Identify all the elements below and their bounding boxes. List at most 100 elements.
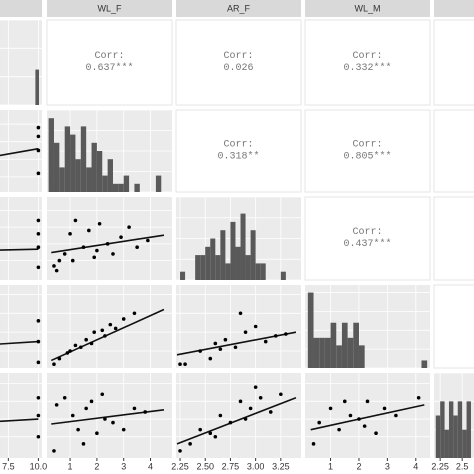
x-tick-label: 7.5 [2, 461, 15, 471]
point [228, 420, 233, 425]
strip-label: AR_F [227, 3, 251, 13]
histogram-bar [230, 221, 236, 280]
histogram-bar [250, 230, 256, 280]
point [284, 332, 288, 336]
histogram-bar [64, 126, 71, 192]
point [243, 417, 248, 421]
point [121, 317, 126, 321]
point [68, 349, 72, 353]
point [84, 337, 88, 342]
point [238, 399, 243, 404]
panel [433, 19, 474, 106]
histogram-bar [53, 142, 60, 192]
histogram-bar [245, 255, 251, 280]
fit-line [176, 397, 297, 445]
point [105, 242, 110, 246]
histogram-bar [435, 415, 441, 458]
point [357, 417, 361, 421]
point [62, 252, 67, 256]
x-tick-label: 4 [148, 461, 153, 471]
x-tick-label: 3.00 [247, 461, 265, 471]
point [57, 258, 62, 263]
panel [0, 197, 42, 280]
panel [46, 19, 173, 106]
panel [176, 373, 301, 458]
point [394, 413, 398, 418]
corr-label: Corr: [94, 51, 124, 62]
point [65, 351, 70, 355]
histogram-bar [96, 151, 103, 192]
panel [175, 109, 302, 193]
point [89, 399, 94, 404]
histogram-bar [220, 230, 226, 280]
point [92, 330, 97, 334]
point [36, 319, 41, 323]
histogram-bar [70, 134, 76, 192]
strip [176, 0, 301, 17]
point [111, 420, 115, 425]
point [263, 339, 268, 344]
corr-label: Corr: [352, 51, 382, 62]
histogram-bar [336, 345, 342, 368]
histogram-bar [358, 345, 365, 368]
panel [433, 109, 474, 193]
histogram-bar [102, 175, 108, 192]
point [337, 427, 341, 432]
panel [304, 196, 431, 281]
histogram-bar [75, 159, 81, 192]
point [68, 232, 72, 236]
point [81, 442, 86, 446]
point [52, 449, 56, 453]
point [238, 311, 243, 316]
point [36, 134, 41, 139]
fit-line [0, 418, 39, 423]
point [95, 431, 99, 436]
histogram-bar [195, 255, 201, 280]
point [178, 449, 182, 453]
point [121, 427, 126, 432]
histogram-bar [319, 337, 325, 368]
point [70, 413, 75, 418]
strip-label: WL_M [354, 3, 380, 13]
point [108, 322, 113, 327]
point [100, 328, 105, 333]
point [89, 341, 94, 346]
point [36, 218, 41, 223]
histogram-bar [453, 415, 458, 458]
point [127, 225, 131, 229]
point [73, 343, 78, 348]
point [78, 345, 83, 350]
x-tick-label: 3 [121, 461, 126, 471]
fit-line [0, 340, 39, 345]
point [188, 442, 192, 446]
histogram-bar [421, 360, 428, 368]
x-tick-label: 1 [328, 461, 333, 471]
point [119, 235, 123, 239]
x-tick-label: 10.0 [30, 461, 48, 471]
point [362, 424, 367, 428]
point [132, 406, 137, 411]
panel [47, 285, 172, 368]
strip [434, 0, 474, 17]
histogram-bar [107, 159, 113, 192]
x-tick-label: 2 [94, 461, 99, 471]
x-tick-label: 2.25 [171, 461, 189, 471]
point [54, 403, 59, 407]
histogram-bar [210, 238, 216, 280]
x-tick-label: 2.25 [431, 461, 449, 471]
point [213, 341, 218, 346]
panel [433, 196, 474, 281]
histogram-bar [225, 263, 231, 280]
histogram-bar [80, 126, 87, 192]
point [73, 218, 78, 223]
panel [47, 373, 172, 458]
histogram-bar [462, 429, 467, 458]
strip [0, 0, 42, 17]
point [183, 362, 187, 367]
histogram-bar [205, 246, 211, 280]
point [348, 413, 353, 418]
point [36, 245, 41, 250]
point [253, 385, 258, 389]
histogram-bar [280, 271, 286, 280]
